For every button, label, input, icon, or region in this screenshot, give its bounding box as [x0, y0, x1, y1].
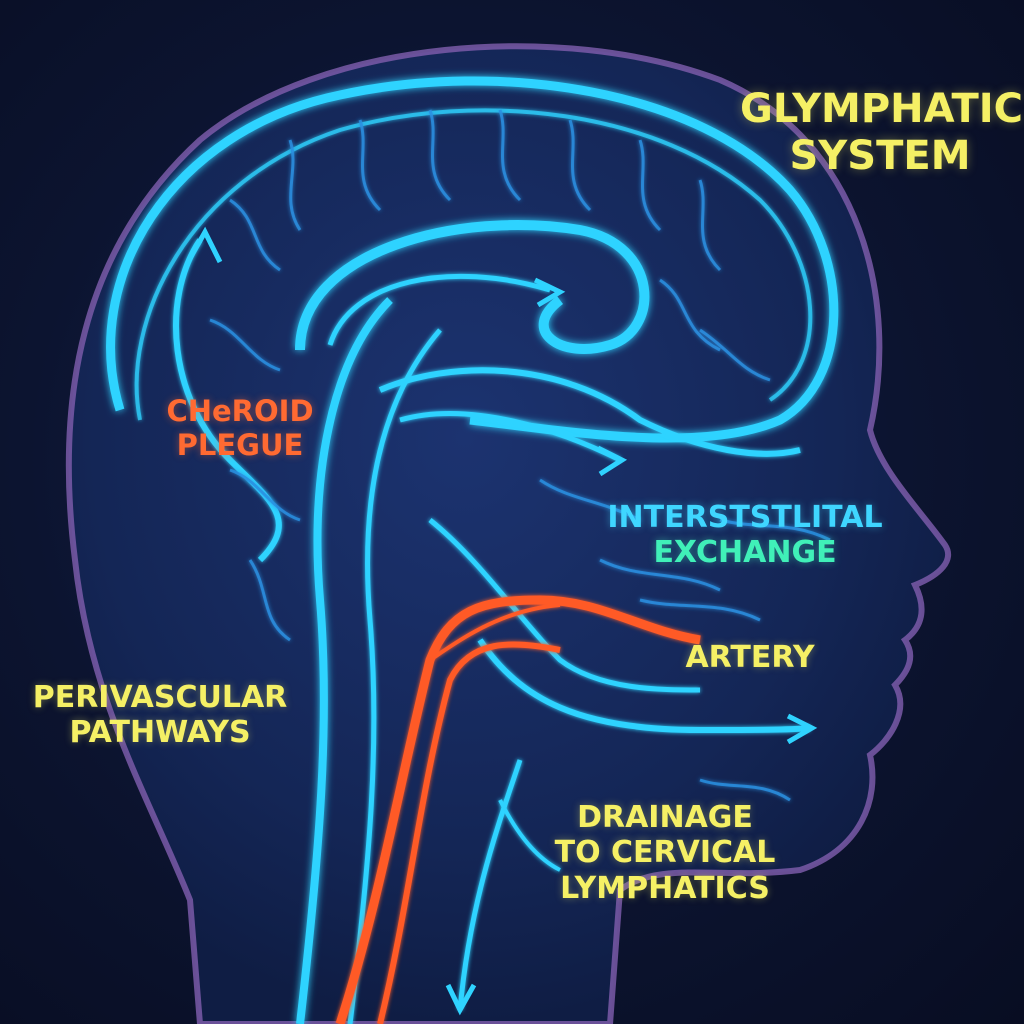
flow-arrow-mid [596, 445, 628, 477]
interstitial-label-line-1: INTERSTSTLITAL [607, 500, 883, 535]
drainage-flow [457, 759, 523, 1011]
corpus-callosum [295, 220, 650, 354]
choroid-plexus-label: CHeROID PLEGUE [150, 394, 330, 462]
flow-mid-1 [378, 367, 801, 457]
drainage-branch [498, 799, 561, 872]
interstitial-exchange-label: INTERSTSTLITAL EXCHANGE [600, 500, 890, 571]
drainage-label-line-2: TO CERVICAL [554, 835, 776, 871]
choroid-label-line-1: CHeROID [166, 394, 314, 428]
capillary-network [209, 109, 831, 802]
flow-mid-2 [399, 411, 622, 463]
title-line-1: GLYMPHATIC [740, 86, 1024, 132]
flow-arrow-left [185, 226, 223, 264]
perivascular-label-line-2: PATHWAYS [69, 715, 251, 751]
corpus-callosum-inner [327, 273, 551, 346]
brainstem-flow-2 [347, 328, 442, 1024]
drainage-arrow [445, 983, 477, 1016]
drainage-label-line-3: LYMPHATICS [560, 870, 770, 906]
drainage-label: DRAINAGE TO CERVICAL LYMPHATICS [545, 800, 785, 906]
artery-label: ARTERY [685, 640, 815, 675]
flow-to-face-1 [428, 518, 701, 693]
head-silhouette [65, 43, 952, 1024]
flow-arrow-top [533, 277, 566, 308]
title-line-2: SYSTEM [789, 133, 971, 180]
flow-to-face-2 [477, 638, 811, 734]
brain-outline [106, 76, 839, 443]
frontal-flow-loop [173, 238, 282, 563]
diagram-title: GLYMPHATIC SYSTEM [740, 86, 1024, 180]
flow-arrow-face [786, 713, 818, 745]
artery-vessel [335, 595, 701, 1024]
brainstem-flow-1 [296, 297, 393, 1024]
brain-outline-inner [134, 108, 813, 421]
drainage-label-line-1: DRAINAGE [577, 800, 753, 835]
choroid-label-line-2: PLEGUE [176, 428, 304, 463]
perivascular-label-line-1: PERIVASCULAR [32, 680, 288, 715]
perivascular-pathways-label: PERIVASCULAR PATHWAYS [30, 680, 290, 751]
interstitial-label-line-2: EXCHANGE [653, 535, 837, 571]
